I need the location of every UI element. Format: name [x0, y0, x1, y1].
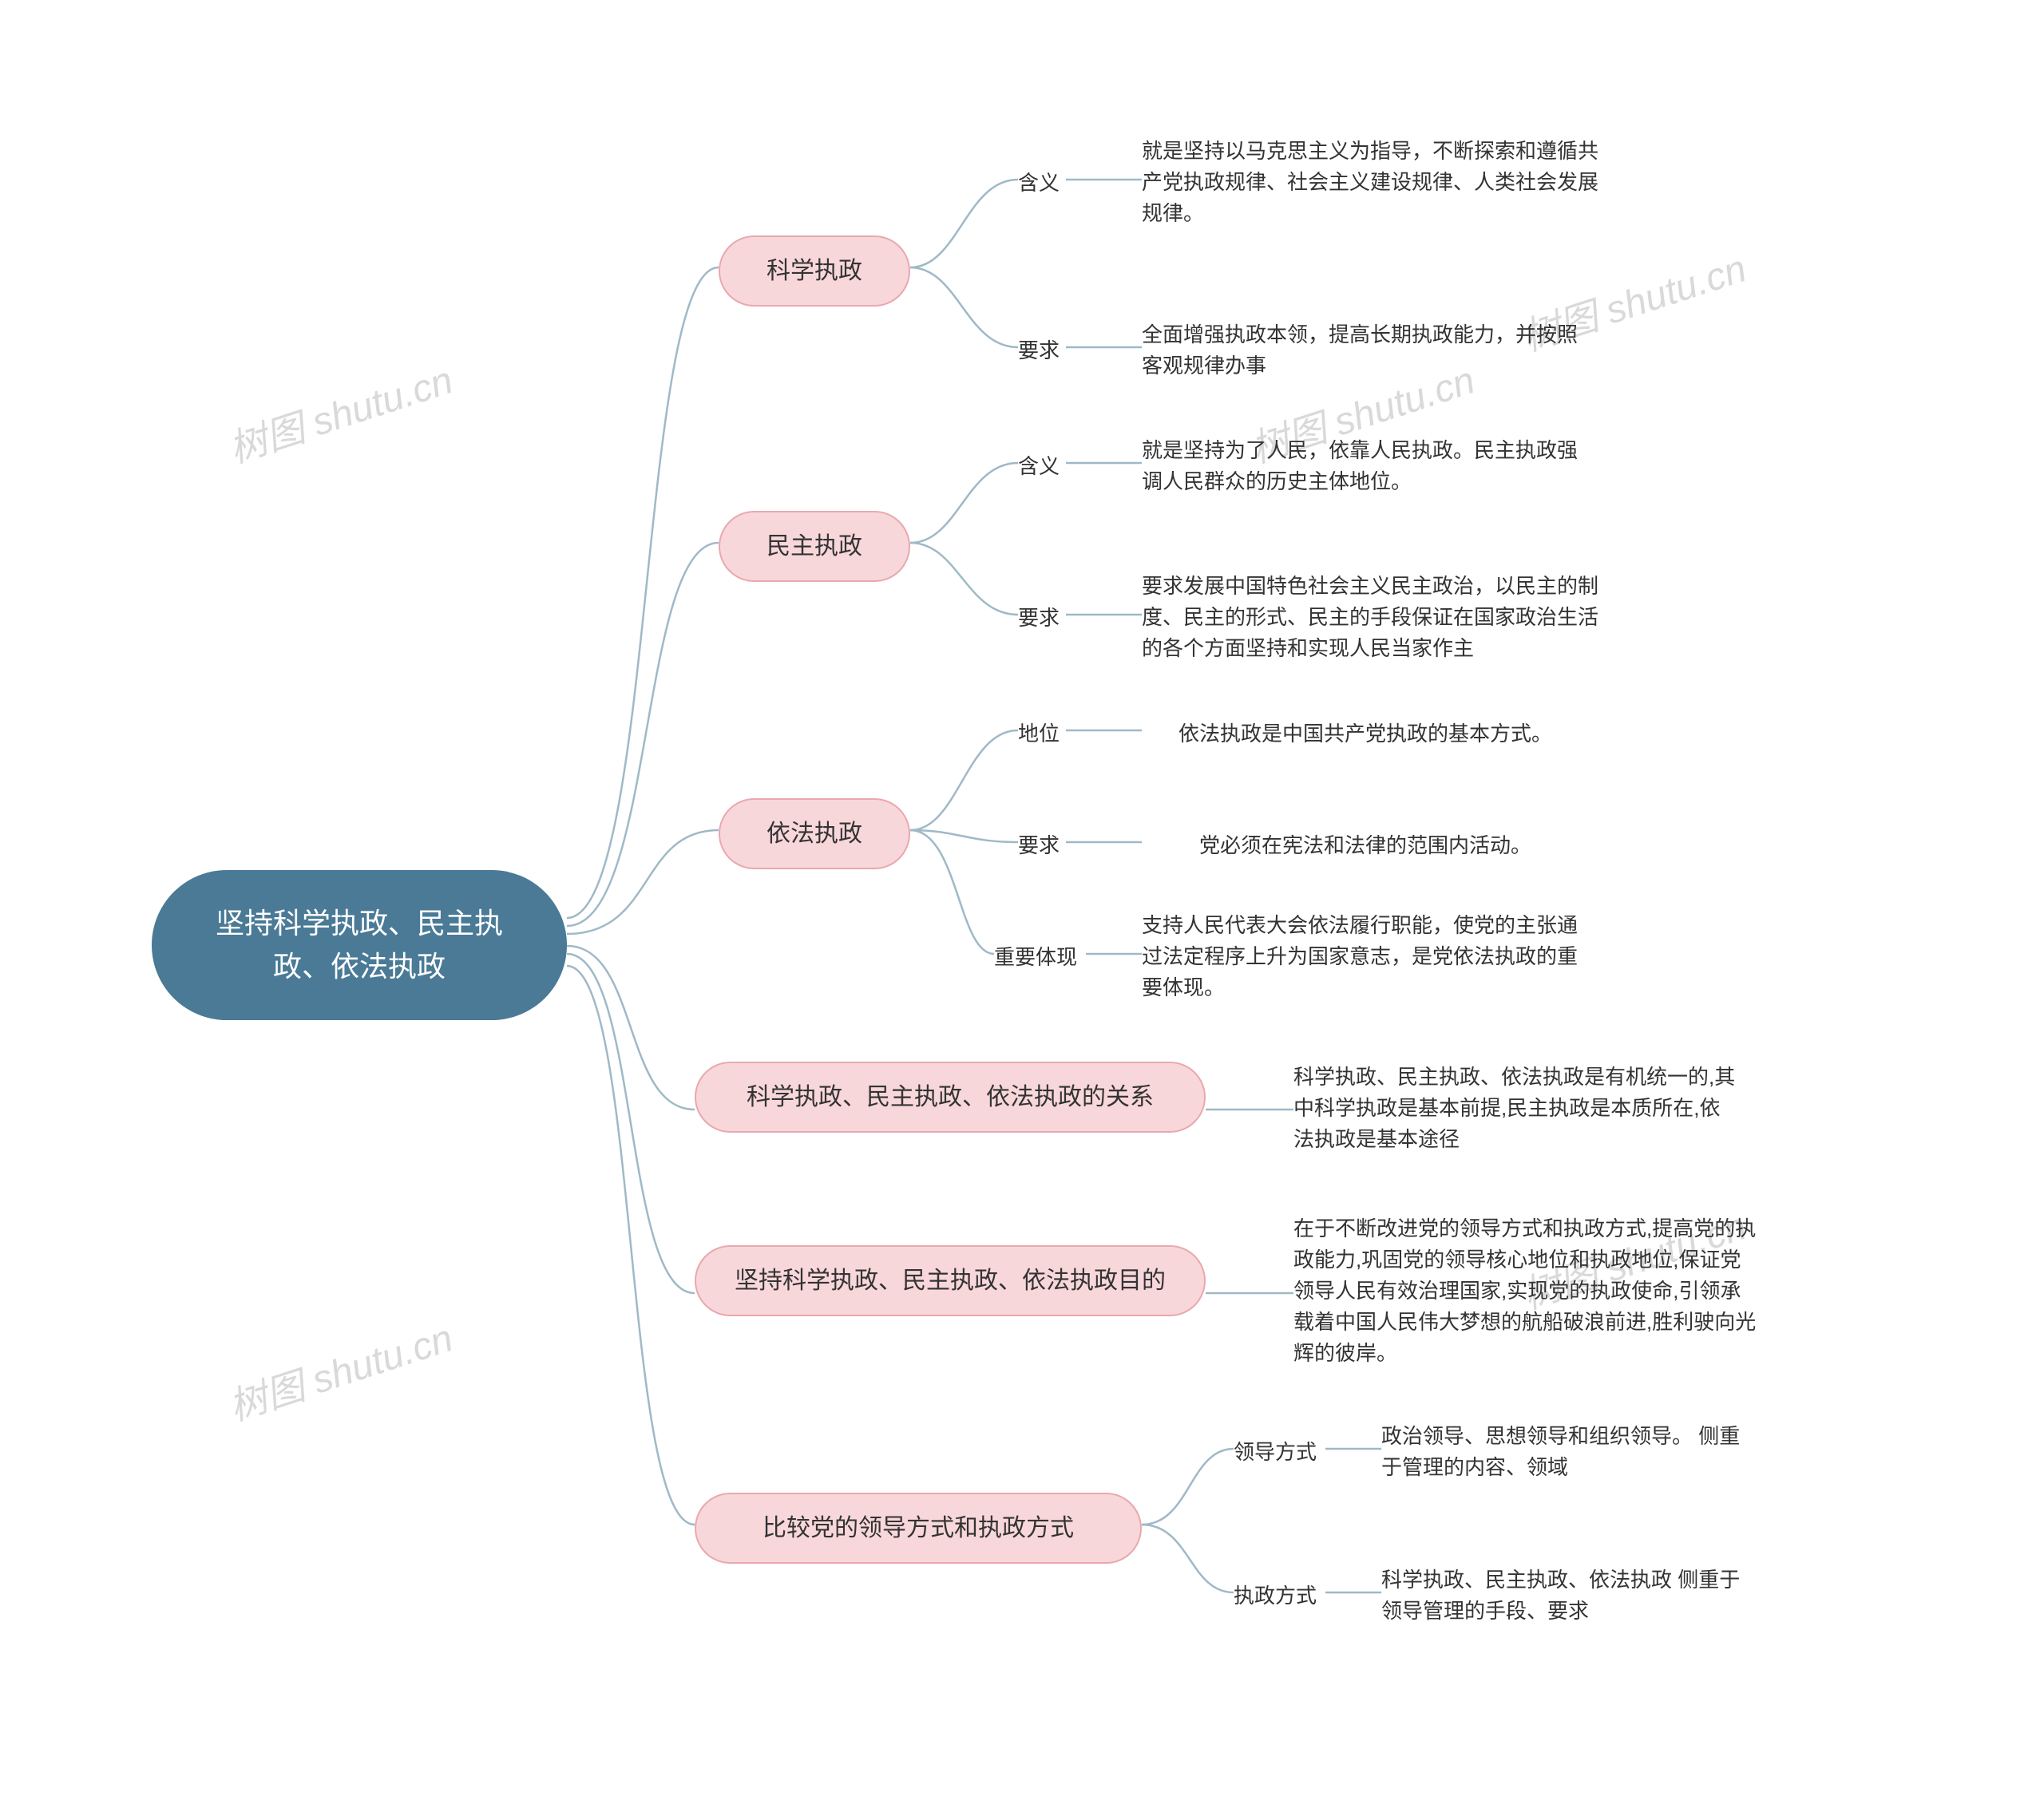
leaf-text: 在于不断改进党的领导方式和执政方式,提高党的执政能力,巩固党的领导核心地位和执政…	[1293, 1213, 1757, 1369]
sub-leadership-method[interactable]: 领导方式	[1234, 1437, 1317, 1468]
leaf-text: 支持人民代表大会依法履行职能，使党的主张通过法定程序上升为国家意志，是党依法执政…	[1142, 910, 1589, 1003]
branch-lawful[interactable]: 依法执政	[719, 798, 910, 869]
watermark: 树图 shutu.cn	[220, 349, 458, 473]
leaf-text: 全面增强执政本领，提高长期执政能力，并按照客观规律办事	[1142, 319, 1589, 382]
branch-label: 民主执政	[766, 528, 862, 564]
branch-label: 坚持科学执政、民主执政、依法执政目的	[735, 1263, 1166, 1299]
root-node[interactable]: 坚持科学执政、民主执政、依法执政	[152, 870, 567, 1020]
root-label: 坚持科学执政、民主执政、依法执政	[200, 902, 519, 988]
sub-requirement[interactable]: 要求	[1018, 603, 1060, 634]
leaf-text: 依法执政是中国共产党执政的基本方式。	[1142, 718, 1589, 750]
leaf-text: 要求发展中国特色社会主义民主政治，以民主的制度、民主的形式、民主的手段保证在国家…	[1142, 571, 1605, 664]
leaf-text: 政治领导、思想领导和组织领导。 侧重于管理的内容、领域	[1381, 1421, 1757, 1483]
sub-status[interactable]: 地位	[1018, 718, 1060, 750]
branch-label: 比较党的领导方式和执政方式	[763, 1510, 1074, 1546]
branch-label: 科学执政、民主执政、依法执政的关系	[747, 1079, 1154, 1115]
leaf-text: 科学执政、民主执政、依法执政 侧重于领导管理的手段、要求	[1381, 1565, 1757, 1627]
branch-relationship[interactable]: 科学执政、民主执政、依法执政的关系	[695, 1062, 1206, 1133]
leaf-text: 就是坚持以马克思主义为指导，不断探索和遵循共产党执政规律、社会主义建设规律、人类…	[1142, 136, 1605, 229]
branch-label: 依法执政	[766, 816, 862, 852]
sub-manifestation[interactable]: 重要体现	[994, 942, 1077, 973]
branch-comparison[interactable]: 比较党的领导方式和执政方式	[695, 1493, 1142, 1564]
branch-purpose[interactable]: 坚持科学执政、民主执政、依法执政目的	[695, 1245, 1206, 1316]
sub-requirement[interactable]: 要求	[1018, 335, 1060, 366]
sub-requirement[interactable]: 要求	[1018, 830, 1060, 861]
sub-meaning[interactable]: 含义	[1018, 451, 1060, 482]
sub-meaning[interactable]: 含义	[1018, 168, 1060, 199]
watermark: 树图 shutu.cn	[220, 1307, 458, 1431]
leaf-text: 党必须在宪法和法律的范围内活动。	[1142, 830, 1589, 861]
branch-scientific[interactable]: 科学执政	[719, 235, 910, 307]
branch-democratic[interactable]: 民主执政	[719, 511, 910, 582]
branch-label: 科学执政	[766, 253, 862, 289]
leaf-text: 科学执政、民主执政、依法执政是有机统一的,其中科学执政是基本前提,民主执政是本质…	[1293, 1062, 1741, 1155]
leaf-text: 就是坚持为了人民，依靠人民执政。民主执政强调人民群众的历史主体地位。	[1142, 435, 1589, 497]
sub-governing-method[interactable]: 执政方式	[1234, 1580, 1317, 1612]
